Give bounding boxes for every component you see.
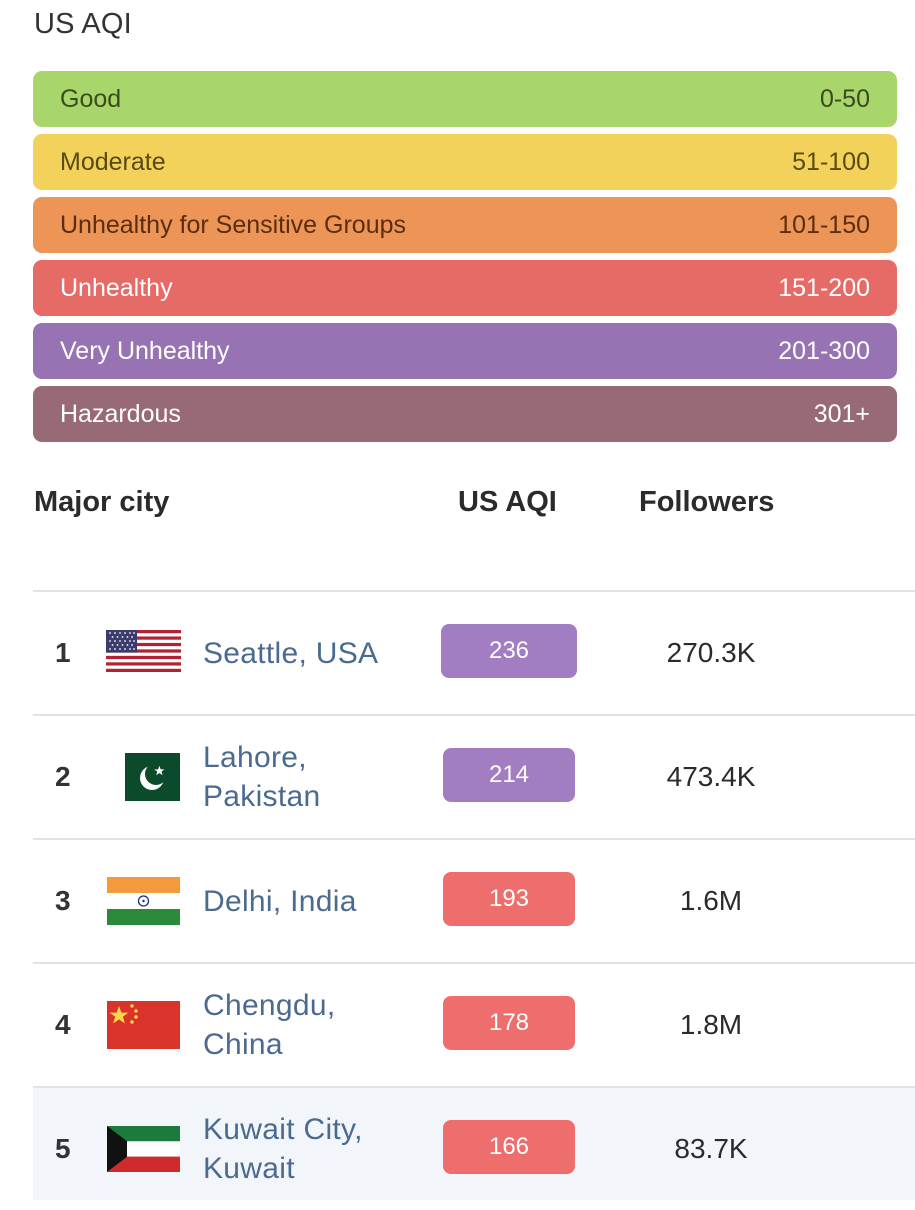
aqi-legend: Good 0-50 Moderate 51-100 Unhealthy for … xyxy=(33,71,897,442)
followers-count: 473.4K xyxy=(666,761,756,792)
city-name[interactable]: Seattle, USA xyxy=(203,636,379,670)
table-divider xyxy=(33,1086,915,1088)
legend-label: Unhealthy for Sensitive Groups xyxy=(60,210,407,239)
table-row[interactable]: 4 Chengdu, China 178 1.8M xyxy=(33,964,915,1086)
legend-label: Unhealthy xyxy=(60,273,173,302)
city-name[interactable]: Delhi, India xyxy=(203,884,357,918)
legend-label: Very Unhealthy xyxy=(60,336,230,365)
table-divider xyxy=(33,590,915,592)
followers-count: 1.6M xyxy=(679,885,743,916)
table-row[interactable]: 1 Seattle, USA 236 270.3K xyxy=(33,592,915,714)
table-divider xyxy=(33,962,915,964)
page-title: US AQI xyxy=(34,8,132,40)
city-name[interactable]: Chengdu, China xyxy=(203,989,336,1061)
city-name[interactable]: Lahore, Pakistan xyxy=(203,741,321,813)
followers-count: 1.8M xyxy=(679,1009,743,1040)
legend-hazardous: Hazardous 301+ xyxy=(33,386,897,442)
table-row[interactable]: 3 Delhi, India 193 1.6M xyxy=(33,840,915,962)
aqi-badge: 236 xyxy=(441,624,577,678)
followers-count: 270.3K xyxy=(666,637,756,668)
legend-good: Good 0-50 xyxy=(33,71,897,127)
legend-range: 301+ xyxy=(813,399,870,428)
aqi-badge: 214 xyxy=(443,748,575,802)
china-flag-icon xyxy=(107,1001,180,1049)
legend-unhealthy-sensitive: Unhealthy for Sensitive Groups 101-150 xyxy=(33,197,897,253)
legend-range: 201-300 xyxy=(778,336,870,365)
legend-range: 101-150 xyxy=(778,210,870,239)
legend-unhealthy: Unhealthy 151-200 xyxy=(33,260,897,316)
table-divider xyxy=(33,838,915,840)
india-flag-icon xyxy=(107,877,180,925)
city-name[interactable]: Kuwait City, Kuwait xyxy=(203,1113,363,1185)
column-header-aqi[interactable]: US AQI xyxy=(458,486,557,518)
usa-flag-icon xyxy=(106,630,181,672)
table-row[interactable]: 2 Lahore, Pakistan 214 473.4K xyxy=(33,716,915,838)
column-header-city[interactable]: Major city xyxy=(34,486,170,518)
kuwait-flag-icon xyxy=(107,1126,180,1172)
table-divider xyxy=(33,714,915,716)
aqi-badge: 193 xyxy=(443,872,575,926)
legend-label: Hazardous xyxy=(60,399,181,428)
legend-range: 151-200 xyxy=(778,273,870,302)
row-rank: 5 xyxy=(55,1133,71,1164)
pakistan-flag-icon xyxy=(125,753,180,801)
legend-label: Moderate xyxy=(60,147,166,176)
aqi-badge: 178 xyxy=(443,996,575,1050)
row-rank: 3 xyxy=(55,885,71,916)
legend-very-unhealthy: Very Unhealthy 201-300 xyxy=(33,323,897,379)
legend-moderate: Moderate 51-100 xyxy=(33,134,897,190)
row-rank: 2 xyxy=(55,761,71,792)
followers-count: 83.7K xyxy=(674,1133,748,1164)
legend-label: Good xyxy=(60,84,122,113)
column-header-followers[interactable]: Followers xyxy=(639,486,775,518)
legend-range: 51-100 xyxy=(792,147,870,176)
aqi-badge: 166 xyxy=(443,1120,575,1174)
row-rank: 4 xyxy=(55,1009,71,1040)
table-row-highlighted[interactable]: 5 Kuwait City, Kuwait 166 83.7K xyxy=(33,1088,915,1200)
legend-range: 0-50 xyxy=(819,84,870,113)
row-rank: 1 xyxy=(55,637,71,668)
